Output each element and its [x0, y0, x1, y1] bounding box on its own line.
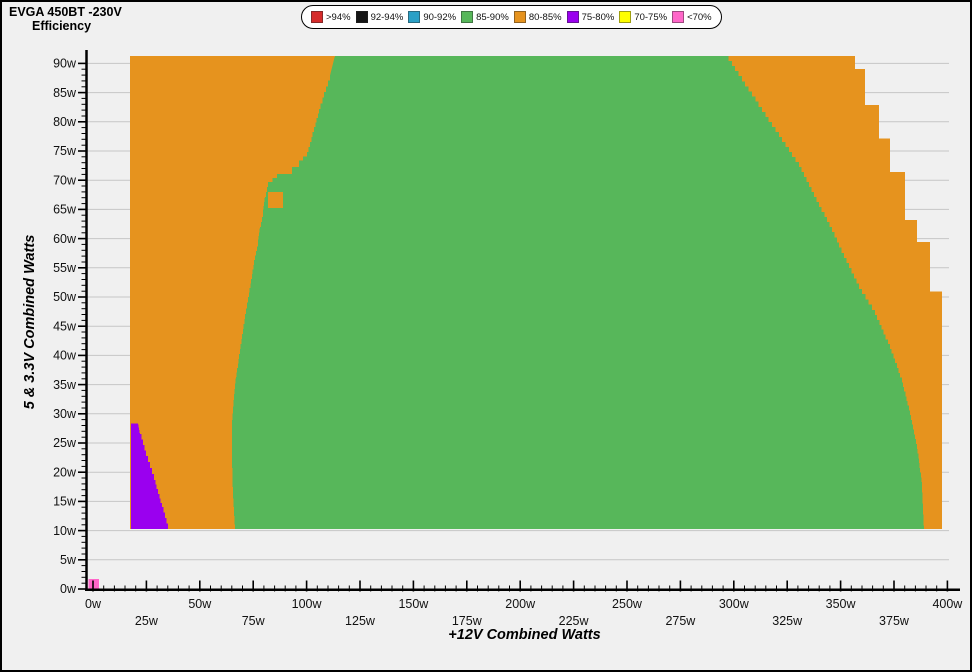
- y-tick-label: 40w: [53, 349, 77, 363]
- y-tick-label: 35w: [53, 378, 77, 392]
- y-tick-label: 45w: [53, 319, 77, 333]
- legend-item: 90-92%: [408, 11, 456, 23]
- efficiency-below-70: [88, 578, 99, 589]
- legend-item: >94%: [311, 11, 351, 23]
- y-tick-label: 10w: [53, 524, 77, 538]
- x-tick-label: 275w: [665, 614, 696, 628]
- x-tick-label: 25w: [135, 614, 159, 628]
- legend: >94% 92-94% 90-92% 85-90% 80-85% 75-80% 70-75%…: [301, 5, 722, 29]
- legend-item: 70-75%: [619, 11, 667, 23]
- y-tick-label: 85w: [53, 86, 77, 100]
- legend-label: 90-92%: [423, 11, 457, 23]
- legend-label: 92-94%: [370, 11, 404, 23]
- legend-swatch-icon: [311, 11, 323, 23]
- x-tick-label: 100w: [292, 597, 323, 611]
- x-axis-title: +12V Combined Watts: [448, 627, 601, 643]
- x-tick-label: 175w: [452, 614, 483, 628]
- y-tick-label: 80w: [53, 115, 77, 129]
- x-tick-label: 200w: [505, 597, 536, 611]
- legend-label: 85-90%: [476, 11, 509, 23]
- y-tick-label: 60w: [53, 232, 77, 246]
- y-tick-label: 90w: [53, 57, 77, 71]
- efficiency-80-85-island: [267, 191, 283, 209]
- y-tick-label: 5w: [60, 553, 77, 567]
- legend-swatch-icon: [461, 11, 474, 23]
- legend-item: <70%: [672, 11, 712, 23]
- y-tick-label: 65w: [53, 203, 77, 217]
- legend-swatch-icon: [355, 11, 368, 23]
- x-tick-label: 375w: [879, 614, 910, 628]
- legend-item: 92-94%: [355, 11, 404, 23]
- x-tick-label: 150w: [398, 597, 429, 611]
- legend-swatch-icon: [672, 11, 685, 23]
- legend-label: 80-85%: [528, 11, 562, 23]
- chart-title: EVGA 450BT -230V: [9, 5, 122, 19]
- legend-label: 75-80%: [581, 11, 615, 23]
- legend-swatch-icon: [408, 11, 421, 23]
- legend-item: 80-85%: [513, 11, 562, 23]
- legend-swatch-icon: [513, 11, 526, 23]
- legend-item: 75-80%: [566, 11, 615, 23]
- x-tick-label: 300w: [719, 597, 750, 611]
- x-tick-label: 325w: [772, 614, 803, 628]
- legend-label: >94%: [326, 11, 351, 23]
- legend-label: 70-75%: [634, 11, 668, 23]
- efficiency-85-90: [232, 55, 924, 529]
- y-tick-label: 0w: [60, 582, 77, 596]
- chart-subtitle: Efficiency: [32, 19, 92, 33]
- x-tick-label: 125w: [345, 614, 376, 628]
- legend-swatch-icon: [566, 11, 579, 23]
- y-axis-title: 5 & 3.3V Combined Watts: [22, 234, 38, 410]
- x-tick-label: 225w: [559, 614, 590, 628]
- y-tick-label: 20w: [53, 465, 77, 479]
- y-tick-label: 30w: [53, 407, 77, 421]
- x-tick-label: 50w: [188, 597, 212, 611]
- y-tick-label: 25w: [53, 436, 77, 450]
- x-tick-label: 400w: [932, 597, 963, 611]
- y-tick-label: 50w: [53, 290, 77, 304]
- x-tick-label: 350w: [826, 597, 857, 611]
- legend-swatch-icon: [619, 11, 632, 23]
- y-tick-label: 55w: [53, 261, 77, 275]
- x-tick-label: 250w: [612, 597, 643, 611]
- efficiency-75-80: [131, 423, 168, 529]
- x-tick-label: 75w: [242, 614, 266, 628]
- y-tick-label: 70w: [53, 173, 77, 187]
- y-tick-label: 75w: [53, 144, 77, 158]
- x-tick-label: 0w: [85, 597, 102, 611]
- y-tick-label: 15w: [53, 495, 77, 509]
- legend-label: <70%: [687, 11, 712, 23]
- legend-item: 85-90%: [461, 11, 509, 23]
